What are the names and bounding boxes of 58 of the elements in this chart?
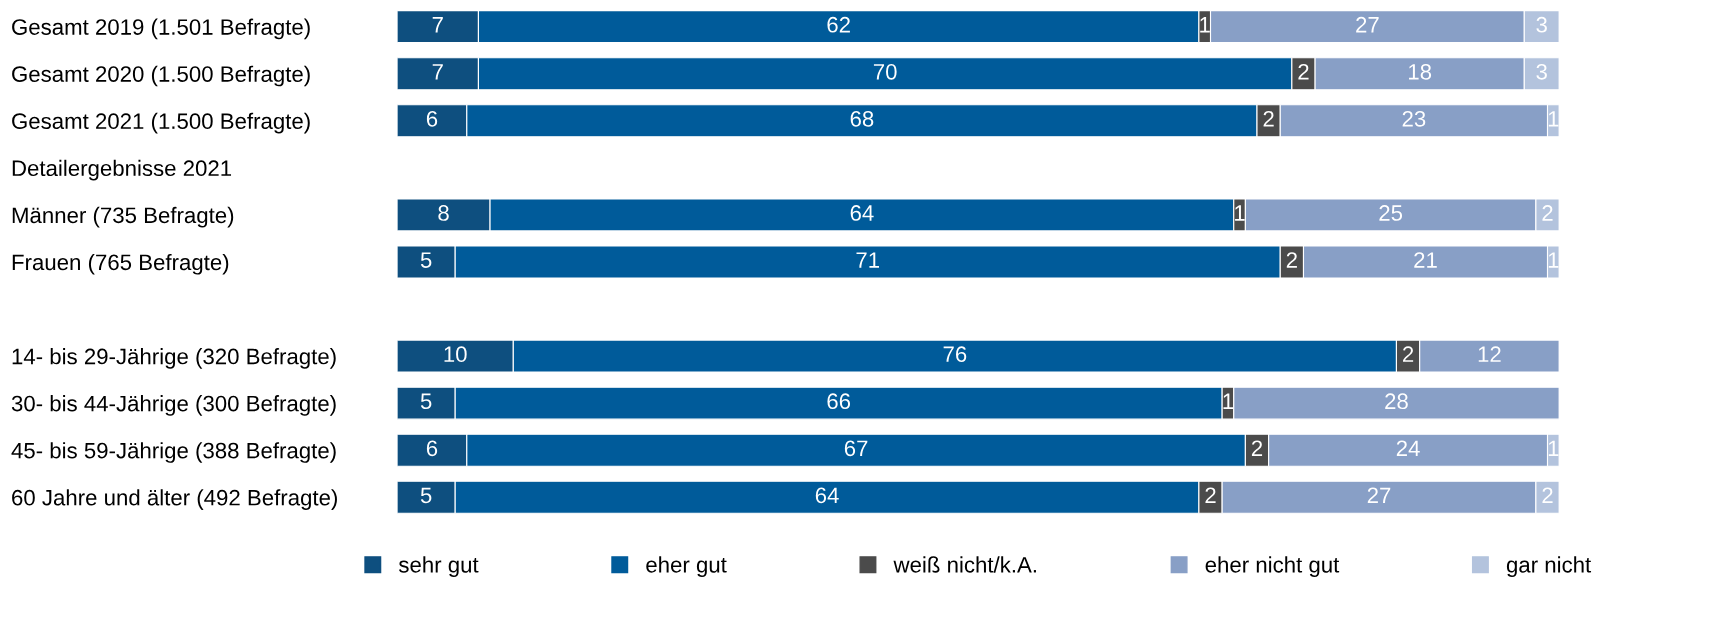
y-tick-label: Männer (735 Befragte) — [12, 206, 234, 228]
data-label: 68 — [850, 110, 874, 127]
data-label: 2 — [1403, 346, 1414, 362]
legend-label: gar nicht — [1506, 556, 1592, 578]
data-label: 25 — [1379, 205, 1403, 221]
y-tick-label: Frauen (765 Befragte) — [12, 253, 229, 275]
data-label: 76 — [943, 346, 967, 363]
legend-label: sehr gut — [398, 556, 479, 578]
data-label: 1 — [1235, 205, 1245, 221]
data-label: 5 — [420, 393, 432, 410]
y-tick-label: Gesamt 2021 (1.500 Befragte) — [12, 112, 310, 134]
y-tick-label: 30- bis 44-Jährige (300 Befragte) — [11, 395, 336, 416]
data-label: 27 — [1367, 487, 1391, 504]
data-label: 2 — [1542, 205, 1553, 221]
data-label: 10 — [444, 346, 467, 363]
data-label: 2 — [1286, 252, 1297, 268]
data-label: 18 — [1409, 63, 1432, 80]
data-label: 1 — [1548, 111, 1559, 127]
data-label: 7 — [432, 64, 443, 80]
data-label: 21 — [1414, 252, 1437, 268]
data-label: 5 — [420, 252, 432, 268]
data-label: 2 — [1298, 63, 1309, 80]
data-label: 66 — [827, 393, 851, 410]
data-label: 23 — [1402, 110, 1426, 127]
y-tick-label: Gesamt 2019 (1.501 Befragte) — [12, 18, 310, 40]
data-label: 64 — [850, 205, 874, 221]
data-label: 8 — [438, 205, 449, 221]
legend-label: eher gut — [646, 556, 727, 578]
y-tick-label: 45- bis 59-Jährige (388 Befragte) — [11, 442, 336, 463]
data-label: 70 — [873, 63, 897, 80]
y-tick-label: 14- bis 29-Jährige (320 Befragte) — [12, 348, 336, 369]
y-tick-label: Detailergebnisse 2021 — [12, 159, 232, 181]
y-tick-label: Gesamt 2020 (1.500 Befragte) — [12, 65, 310, 87]
legend-label: weiß nicht/k.A. — [893, 556, 1036, 573]
data-label: 2 — [1263, 110, 1274, 127]
data-label: 5 — [420, 487, 432, 504]
data-label: 6 — [426, 110, 438, 127]
data-label: 12 — [1478, 346, 1501, 362]
y-tick-label: 60 Jahre und älter (492 Befragte) — [12, 489, 337, 510]
data-label: 62 — [827, 16, 850, 33]
data-label: 2 — [1251, 440, 1263, 456]
data-label: 1 — [1200, 17, 1210, 33]
data-label: 2 — [1205, 487, 1216, 504]
data-label: 3 — [1536, 63, 1547, 80]
legend-label: eher nicht gut — [1205, 556, 1340, 578]
data-label: 1 — [1548, 440, 1559, 456]
data-label: 6 — [426, 440, 438, 457]
data-label: 27 — [1356, 16, 1379, 33]
data-label: 1 — [1548, 252, 1559, 268]
data-label: 3 — [1536, 16, 1547, 33]
data-label: 7 — [432, 17, 443, 33]
data-label: 67 — [844, 440, 868, 457]
data-label: 28 — [1385, 393, 1408, 410]
data-label: 2 — [1542, 487, 1553, 504]
data-label: 24 — [1396, 440, 1420, 456]
data-label: 64 — [815, 487, 839, 504]
data-label: 71 — [856, 252, 879, 268]
data-label: 1 — [1223, 393, 1234, 409]
